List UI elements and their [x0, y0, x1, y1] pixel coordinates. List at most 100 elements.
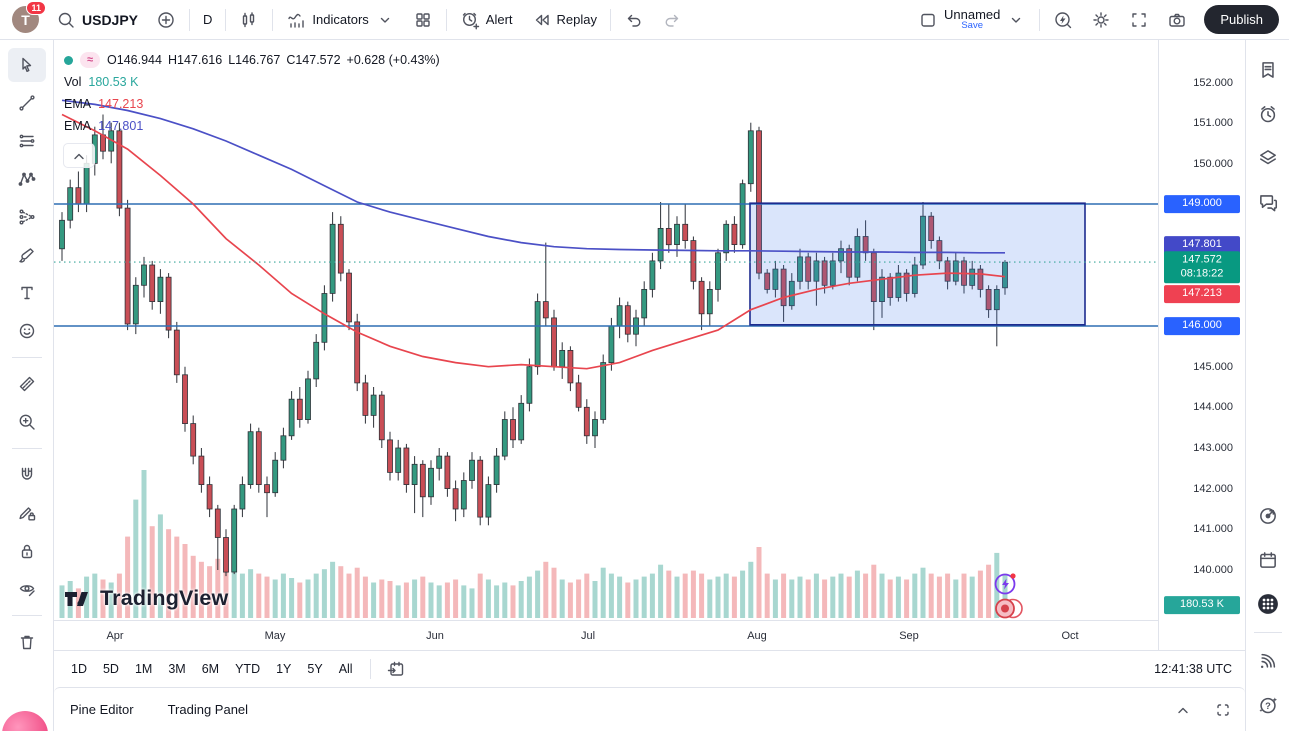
fib-retracement-tool[interactable] — [8, 124, 46, 158]
chevron-down-icon — [375, 10, 395, 30]
candlestick-chart[interactable] — [54, 40, 1158, 620]
volume-legend-row[interactable]: Vol 180.53 K — [64, 71, 446, 93]
cursor-icon — [17, 55, 37, 75]
cursor-tool[interactable] — [7, 48, 46, 82]
range-button-1y[interactable]: 1Y — [276, 662, 292, 676]
range-button-6m[interactable]: 6M — [201, 662, 220, 676]
object-tree-panel[interactable] — [1250, 140, 1286, 176]
save-button[interactable]: Save — [961, 20, 983, 32]
candles-icon — [239, 10, 259, 30]
month-label-sep: Sep — [899, 629, 919, 642]
price-axis[interactable]: 152.000 151.000 150.000 145.000 144.000 143.0… — [1158, 40, 1245, 683]
price-tick: 140.000 — [1193, 564, 1233, 576]
time-axis[interactable]: Apr May Jun Jul Aug Sep Oct — [54, 620, 1158, 650]
streams-panel[interactable] — [1250, 643, 1286, 679]
range-button-3m[interactable]: 3M — [168, 662, 186, 676]
month-label-aug: Aug — [747, 629, 767, 642]
indicator-templates-button[interactable] — [404, 5, 442, 35]
xabcd-pattern-tool[interactable] — [8, 162, 46, 196]
layout-select-button[interactable]: Unnamed Save — [909, 5, 1035, 35]
interval-label: D — [203, 12, 213, 27]
range-button-5y[interactable]: 5Y — [307, 662, 323, 676]
price-tick: 145.000 — [1193, 361, 1233, 373]
range-button-all[interactable]: All — [338, 662, 353, 676]
zoom-in-tool[interactable] — [8, 405, 46, 439]
month-label-jun: Jun — [426, 629, 444, 642]
toolbar-divider — [610, 8, 611, 31]
trend-line-tool[interactable] — [8, 86, 46, 120]
calendar-panel[interactable] — [1250, 542, 1286, 578]
legend-collapse-button[interactable] — [63, 143, 95, 168]
ideas-panel[interactable] — [1250, 498, 1286, 534]
projection-tool[interactable] — [8, 200, 46, 234]
chat-icon — [1257, 191, 1279, 213]
month-label-jul: Jul — [580, 629, 596, 642]
alert-label: Alert — [485, 12, 513, 27]
trash-icon — [17, 632, 37, 652]
user-menu-button[interactable]: T 11 — [12, 1, 46, 33]
interval-button[interactable]: D — [194, 5, 221, 35]
ema-fast-legend-row[interactable]: EMA 147.213 — [64, 93, 446, 115]
symbol-legend-row[interactable]: ≈ O146.944 H147.616 L146.767 C147.572 +0.628… — [64, 49, 446, 71]
level-146-badge: 146.000 — [1164, 317, 1240, 335]
chart-plot[interactable]: ≈ O146.944 H147.616 L146.767 C147.572 +0.628… — [54, 40, 1158, 620]
magnet-mode[interactable] — [8, 458, 46, 492]
snapshot-button[interactable] — [1158, 5, 1196, 35]
pencillock-icon — [17, 503, 37, 523]
range-button-5d[interactable]: 5D — [102, 662, 119, 676]
eyehide-icon — [17, 579, 37, 599]
remove-objects[interactable] — [8, 625, 46, 659]
layout-name: Unnamed — [943, 6, 1001, 22]
tab-trading-panel[interactable]: Trading Panel — [167, 702, 249, 717]
help-icon: ? — [1257, 694, 1279, 716]
hide-all-drawings[interactable] — [8, 572, 46, 606]
watchlist-panel[interactable] — [1250, 52, 1286, 88]
chart-settings-button[interactable] — [1082, 5, 1120, 35]
help-menu[interactable]: ? — [1250, 687, 1286, 723]
signal-icon — [1257, 650, 1279, 672]
chart-legend: ≈ O146.944 H147.616 L146.767 C147.572 +0.628… — [64, 49, 446, 137]
flash-marker-icon[interactable] — [992, 570, 1019, 602]
tab-pine-editor[interactable]: Pine Editor — [70, 702, 134, 717]
drawing-mode-lock[interactable] — [8, 496, 46, 530]
change-value: +0.628 (+0.43%) — [346, 53, 440, 67]
toolbar-divider — [11, 357, 42, 358]
text-tool[interactable] — [8, 276, 46, 310]
expand-panel-button[interactable] — [1173, 700, 1193, 720]
quick-search-button[interactable] — [1044, 5, 1082, 35]
alert-button[interactable]: Alert — [451, 5, 522, 35]
chat-panel[interactable] — [1250, 184, 1286, 220]
ema-slow-legend-row[interactable]: EMA 147.801 — [64, 115, 446, 137]
bullseye-marker-icon[interactable] — [994, 597, 1026, 620]
replay-button[interactable]: Replay — [522, 5, 606, 35]
highlight-box — [749, 202, 1086, 326]
compare-symbol-button[interactable] — [147, 5, 185, 35]
fullscreen-button[interactable] — [1120, 5, 1158, 35]
chart-region: ≈ O146.944 H147.616 L146.767 C147.572 +0.628… — [54, 40, 1245, 731]
symbol-search-button[interactable]: USDJPY — [47, 5, 147, 35]
emoji-tool[interactable] — [8, 314, 46, 348]
chart-style-button[interactable] — [230, 5, 268, 35]
volume-value: 180.53 K — [88, 75, 139, 89]
range-button-1m[interactable]: 1M — [134, 662, 153, 676]
lock-all-drawings[interactable] — [8, 534, 46, 568]
restore-panel-button[interactable] — [1213, 700, 1233, 720]
indicators-label: Indicators — [312, 12, 369, 27]
alerts-panel[interactable] — [1250, 96, 1286, 132]
range-button-1d[interactable]: 1D — [71, 662, 87, 676]
publish-button[interactable]: Publish — [1204, 5, 1279, 34]
calendar-icon — [1257, 549, 1279, 571]
apps-menu[interactable] — [1250, 586, 1286, 622]
toolbar-divider — [445, 8, 447, 31]
redo-button[interactable] — [653, 5, 691, 35]
range-button-ytd[interactable]: YTD — [235, 662, 261, 676]
go-to-date-button[interactable] — [379, 654, 413, 684]
utc-clock[interactable]: 12:41:38 UTC — [1154, 662, 1232, 676]
brush-tool[interactable] — [8, 238, 46, 272]
undo-button[interactable] — [615, 5, 653, 35]
search-icon — [56, 10, 76, 30]
measure-tool[interactable] — [8, 367, 46, 401]
indicators-button[interactable]: Indicators — [277, 5, 403, 35]
open-value: O146.944 — [107, 53, 162, 67]
